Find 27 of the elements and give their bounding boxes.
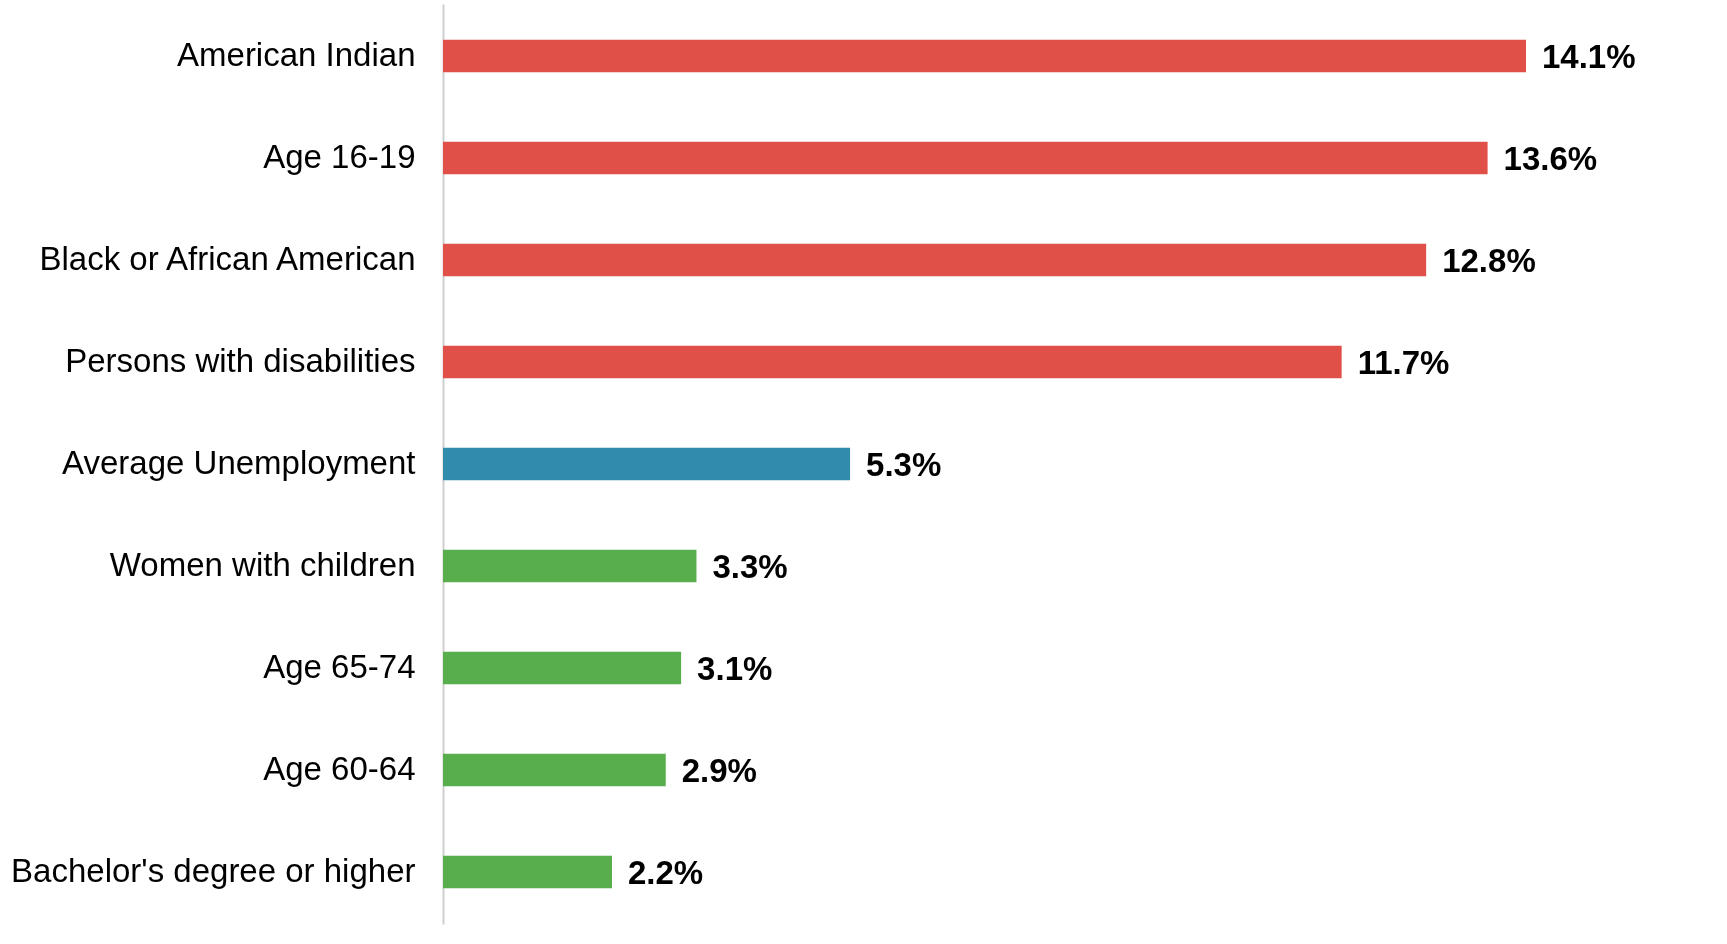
data-label: 3.3% <box>712 548 788 585</box>
bar <box>443 855 612 889</box>
y-tick-label: American Indian <box>177 36 416 74</box>
data-label: 5.3% <box>866 446 942 483</box>
y-tick-label: Persons with disabilities <box>65 342 416 379</box>
y-tick-label: Age 16-19 <box>263 138 416 176</box>
bar <box>443 39 1526 73</box>
data-label: 2.9% <box>681 751 757 789</box>
y-tick-label: Women with children <box>109 546 416 583</box>
bar <box>443 243 1427 277</box>
bar <box>443 549 697 583</box>
data-label: 3.1% <box>697 649 773 687</box>
data-label: 13.6% <box>1503 140 1598 178</box>
data-label: 2.2% <box>627 853 704 891</box>
data-label: 12.8% <box>1442 242 1536 280</box>
y-tick-label: Black or African American <box>39 240 416 278</box>
bar <box>443 651 682 685</box>
y-tick-label: Average Unemployment <box>62 444 416 481</box>
bar <box>443 141 1488 175</box>
bar <box>443 753 666 787</box>
data-label: 11.7% <box>1357 344 1450 381</box>
y-tick-label: Age 60-64 <box>263 749 416 787</box>
y-tick-label: Bachelor's degree or higher <box>11 851 416 889</box>
data-label: 14.1% <box>1542 38 1636 76</box>
y-tick-label: Age 65-74 <box>263 647 416 685</box>
bar <box>443 447 851 481</box>
bar <box>443 345 1342 379</box>
